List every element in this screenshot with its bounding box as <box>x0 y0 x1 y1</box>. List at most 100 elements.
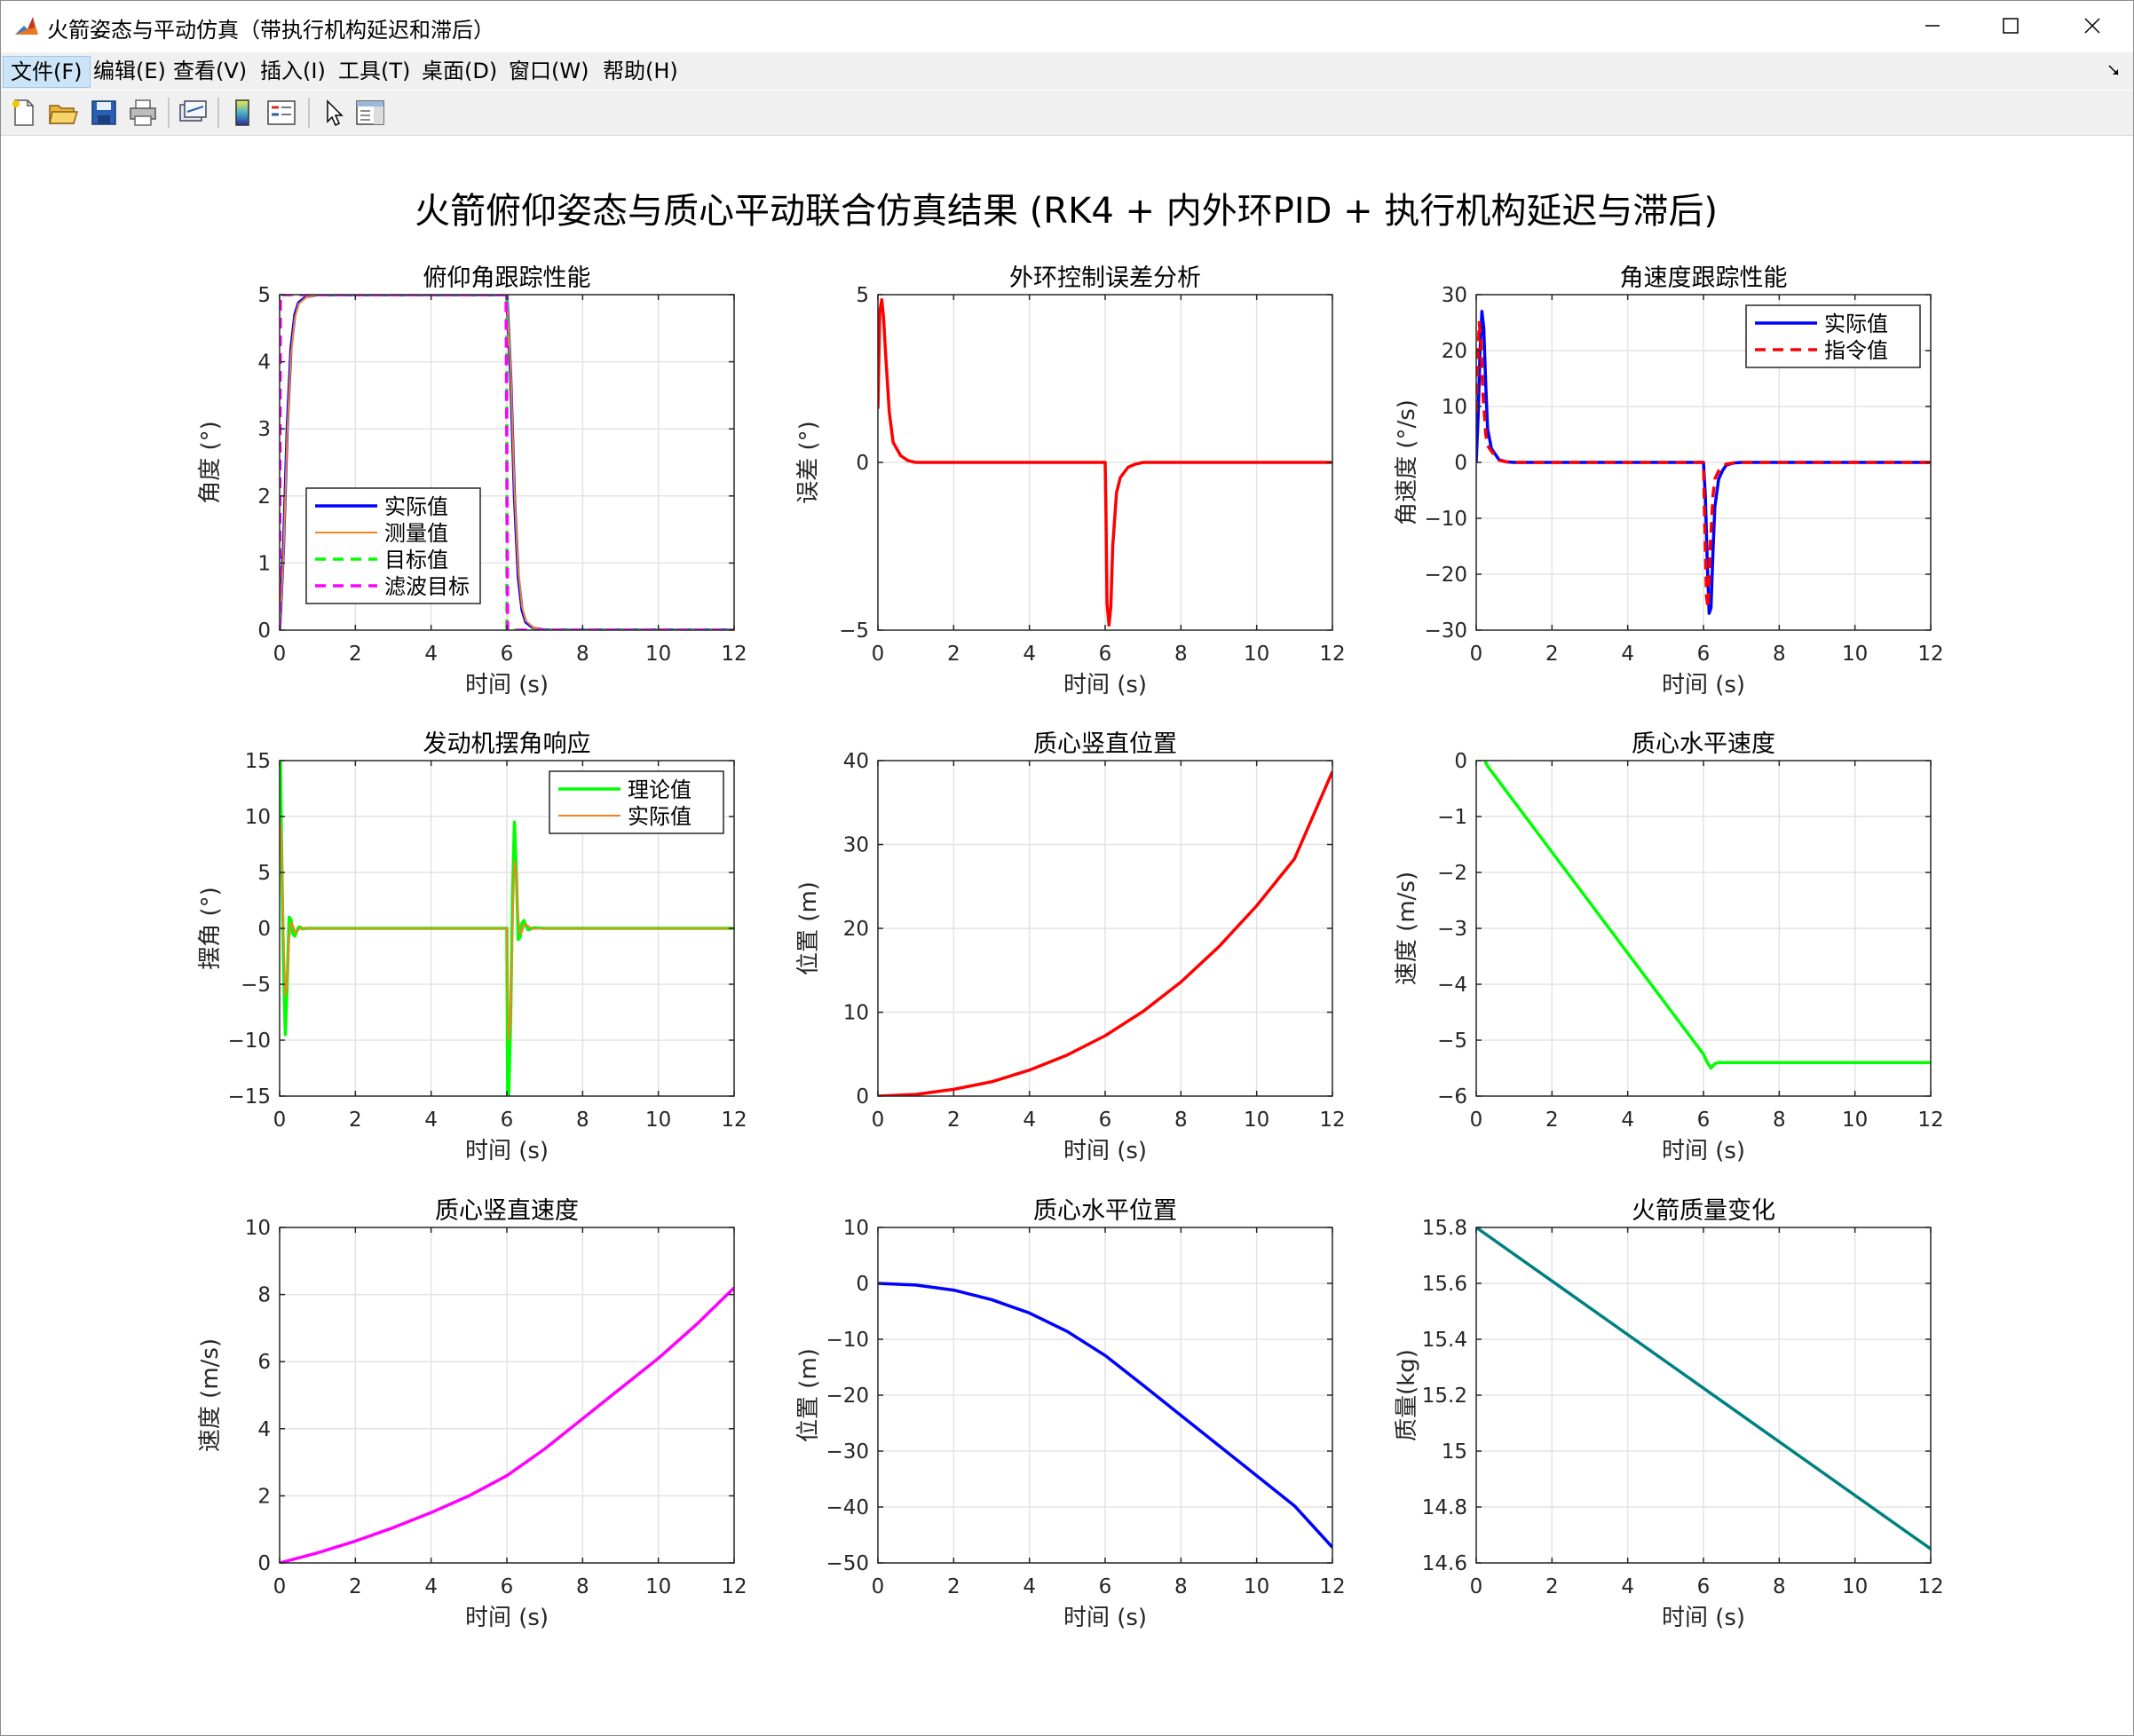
y-tick-label: 20 <box>1442 340 1467 363</box>
y-tick-label: −20 <box>1424 564 1467 587</box>
legend-label: 测量值 <box>384 521 448 546</box>
print-icon[interactable] <box>127 98 159 128</box>
x-axis-label: 时间 (s) <box>1662 1138 1745 1164</box>
y-tick-label: 20 <box>843 918 869 941</box>
colorbar-icon[interactable] <box>226 98 258 128</box>
subplot-title: 质心竖直速度 <box>435 1197 579 1225</box>
new-figure-icon[interactable] <box>8 98 40 128</box>
x-axis-label: 时间 (s) <box>1063 672 1147 698</box>
y-tick-label: 30 <box>1442 284 1467 307</box>
x-tick-label: 12 <box>721 1575 747 1598</box>
x-tick-label: 2 <box>1545 643 1559 666</box>
y-tick-label: 0 <box>856 452 869 475</box>
x-tick-label: 12 <box>1319 1575 1345 1598</box>
y-tick-label: −5 <box>241 974 271 997</box>
x-tick-label: 10 <box>1842 1575 1868 1598</box>
figure-canvas[interactable]: 火箭俯仰姿态与质心平动联合仿真结果 (RK4 + 内外环PID + 执行机构延迟… <box>1 136 2133 1735</box>
y-tick-label: 14.8 <box>1422 1496 1467 1519</box>
x-tick-label: 12 <box>721 643 747 666</box>
legend-icon[interactable] <box>265 98 297 128</box>
matlab-icon <box>13 13 40 38</box>
subplot-title: 质心水平位置 <box>1033 1197 1177 1225</box>
x-axis-label: 时间 (s) <box>465 1138 549 1164</box>
x-tick-label: 0 <box>273 1575 287 1598</box>
y-tick-label: −10 <box>826 1329 869 1352</box>
link-plot-icon[interactable] <box>177 98 209 128</box>
y-tick-label: −50 <box>826 1552 869 1575</box>
toolbar-separator <box>217 98 219 128</box>
x-tick-label: 10 <box>645 643 671 666</box>
save-icon[interactable] <box>88 98 120 128</box>
x-tick-label: 2 <box>947 1109 960 1132</box>
menu-tools[interactable]: 工具(T) <box>338 59 411 83</box>
y-tick-label: −40 <box>826 1496 869 1519</box>
open-file-icon[interactable] <box>47 98 79 128</box>
x-tick-label: 2 <box>947 1575 960 1598</box>
y-tick-label: −5 <box>1437 1030 1467 1053</box>
x-axis-label: 时间 (s) <box>465 1605 549 1631</box>
minimize-button[interactable] <box>1892 1 1973 51</box>
maximize-icon <box>2003 18 2019 34</box>
y-tick-label: 10 <box>245 806 271 829</box>
x-tick-label: 4 <box>1023 1109 1036 1132</box>
x-axis-label: 时间 (s) <box>465 672 549 698</box>
menu-view[interactable]: 查看(V) <box>173 59 248 83</box>
x-tick-label: 0 <box>872 1109 885 1132</box>
pointer-icon[interactable] <box>317 98 349 128</box>
x-tick-label: 4 <box>424 643 438 666</box>
x-axis-label: 时间 (s) <box>1662 672 1745 698</box>
menu-help[interactable]: 帮助(H) <box>603 59 678 83</box>
x-tick-label: 0 <box>273 643 287 666</box>
maximize-button[interactable] <box>1970 1 2051 51</box>
y-tick-label: 3 <box>257 418 271 441</box>
y-tick-label: 15 <box>1442 1440 1467 1464</box>
subplot-grid: 火箭俯仰姿态与质心平动联合仿真结果 (RK4 + 内外环PID + 执行机构延迟… <box>197 191 1944 1631</box>
menu-window[interactable]: 窗口(W) <box>509 59 589 83</box>
y-tick-label: −3 <box>1437 918 1467 941</box>
dock-arrow-icon[interactable] <box>2106 63 2121 77</box>
property-editor-icon[interactable] <box>354 98 386 128</box>
y-tick-label: 1 <box>257 552 271 575</box>
close-button[interactable] <box>2051 1 2133 51</box>
y-tick-label: 0 <box>1454 452 1467 475</box>
legend-label: 滤波目标 <box>384 574 470 599</box>
window-title: 火箭姿态与平动仿真（带执行机构延迟和滞后） <box>47 18 494 43</box>
x-tick-label: 8 <box>1174 643 1188 666</box>
x-tick-label: 2 <box>349 1575 362 1598</box>
y-tick-label: −15 <box>227 1085 271 1109</box>
menu-insert[interactable]: 插入(I) <box>260 59 326 83</box>
x-tick-label: 12 <box>1319 643 1345 666</box>
menu-file[interactable]: 文件(F) <box>3 56 91 88</box>
x-tick-label: 0 <box>1470 643 1483 666</box>
y-tick-label: 5 <box>257 862 271 885</box>
x-tick-label: 8 <box>576 1575 589 1598</box>
x-tick-label: 2 <box>947 643 960 666</box>
x-tick-label: 4 <box>424 1575 438 1598</box>
x-tick-label: 4 <box>1023 1575 1036 1598</box>
x-tick-label: 0 <box>273 1109 287 1132</box>
y-tick-label: 10 <box>843 1002 869 1025</box>
y-axis-label: 角度 (°) <box>197 421 224 504</box>
subplot-9: 0 2 4 6 8 10 12 14.6 14.8 15 15.2 15.4 15.6 15.8 火箭质量变… <box>1394 1197 1944 1631</box>
title-bar[interactable]: 火箭姿态与平动仿真（带执行机构延迟和滞后） <box>1 1 2133 51</box>
y-tick-label: 15 <box>245 750 271 773</box>
y-axis-label: 质量(kg) <box>1394 1349 1420 1441</box>
y-tick-label: −4 <box>1437 974 1467 997</box>
x-tick-label: 4 <box>1621 1575 1634 1598</box>
menu-edit[interactable]: 编辑(E) <box>93 59 166 83</box>
x-tick-label: 8 <box>1174 1575 1188 1598</box>
series-line-2 <box>280 816 734 1041</box>
x-tick-label: 6 <box>1697 643 1711 666</box>
x-tick-label: 10 <box>1244 643 1269 666</box>
y-tick-label: 4 <box>257 351 271 375</box>
x-tick-label: 4 <box>424 1109 438 1132</box>
x-tick-label: 8 <box>576 1109 589 1132</box>
menu-desktop[interactable]: 桌面(D) <box>422 59 498 83</box>
y-tick-label: 15.2 <box>1422 1385 1467 1408</box>
